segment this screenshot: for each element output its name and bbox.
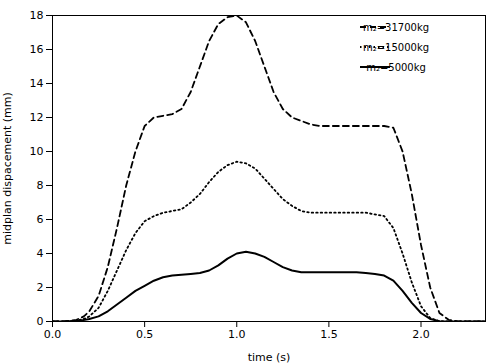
svg-text:0.5: 0.5 bbox=[136, 328, 154, 341]
svg-text:2: 2 bbox=[37, 281, 44, 294]
svg-text:14: 14 bbox=[30, 77, 44, 90]
svg-text:time (s): time (s) bbox=[248, 351, 291, 363]
svg-text:midplan dispacement (mm): midplan dispacement (mm) bbox=[1, 92, 14, 245]
svg-text:1.0: 1.0 bbox=[228, 328, 246, 341]
svg-text:m₂=15000kg: m₂=15000kg bbox=[363, 42, 429, 53]
svg-text:m₂=5000kg: m₂=5000kg bbox=[366, 62, 426, 73]
svg-text:4: 4 bbox=[37, 247, 44, 260]
svg-text:6: 6 bbox=[37, 213, 44, 226]
svg-text:8: 8 bbox=[37, 179, 44, 192]
svg-text:0: 0 bbox=[37, 315, 44, 328]
svg-text:12: 12 bbox=[30, 111, 44, 124]
svg-text:18: 18 bbox=[30, 9, 44, 22]
svg-text:2.0: 2.0 bbox=[412, 328, 430, 341]
svg-text:0.0: 0.0 bbox=[44, 328, 62, 341]
svg-text:m₂=31700kg: m₂=31700kg bbox=[363, 22, 429, 33]
svg-text:10: 10 bbox=[30, 145, 44, 158]
svg-text:1.5: 1.5 bbox=[320, 328, 338, 341]
svg-text:16: 16 bbox=[30, 43, 44, 56]
